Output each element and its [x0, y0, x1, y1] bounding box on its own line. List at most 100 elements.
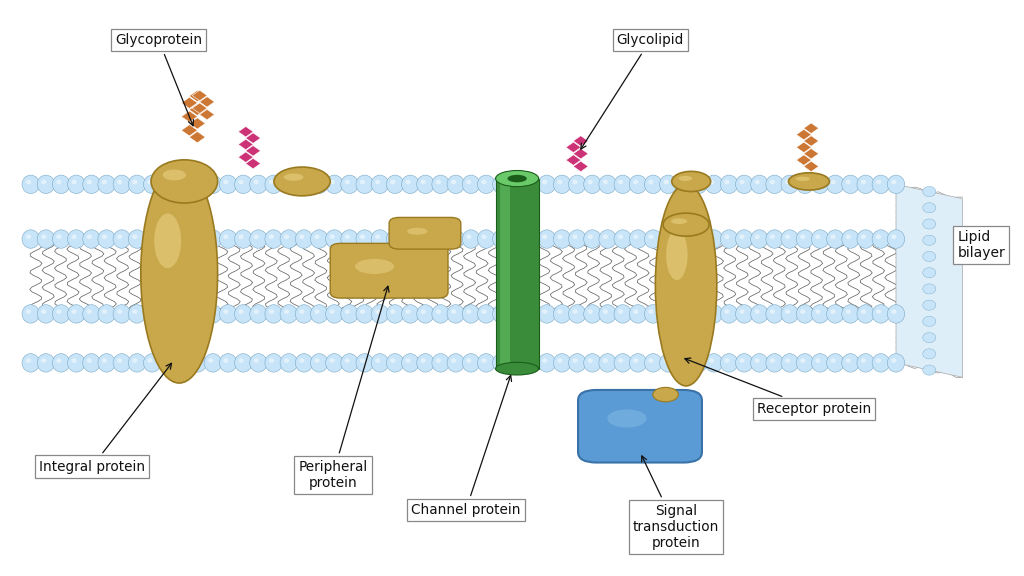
Ellipse shape [861, 309, 866, 314]
Ellipse shape [299, 234, 304, 239]
Ellipse shape [143, 175, 161, 194]
Ellipse shape [584, 354, 601, 372]
Ellipse shape [830, 358, 836, 363]
Ellipse shape [629, 354, 646, 372]
Text: Lipid
bilayer: Lipid bilayer [957, 230, 1006, 260]
Ellipse shape [877, 309, 882, 314]
Ellipse shape [269, 234, 274, 239]
Ellipse shape [694, 180, 699, 184]
Ellipse shape [629, 305, 646, 323]
Ellipse shape [877, 180, 882, 184]
Ellipse shape [359, 358, 366, 363]
Ellipse shape [539, 175, 556, 194]
Ellipse shape [330, 180, 335, 184]
Ellipse shape [846, 180, 851, 184]
Ellipse shape [755, 234, 760, 239]
Ellipse shape [857, 175, 874, 194]
Ellipse shape [113, 305, 130, 323]
Ellipse shape [159, 230, 176, 248]
Ellipse shape [436, 180, 441, 184]
Ellipse shape [117, 358, 122, 363]
Ellipse shape [466, 309, 471, 314]
Ellipse shape [326, 175, 343, 194]
Ellipse shape [872, 230, 890, 248]
Ellipse shape [755, 180, 760, 184]
Ellipse shape [432, 230, 450, 248]
Ellipse shape [159, 354, 176, 372]
Ellipse shape [644, 305, 662, 323]
Ellipse shape [493, 230, 510, 248]
Ellipse shape [132, 309, 137, 314]
Ellipse shape [265, 354, 283, 372]
Ellipse shape [508, 175, 525, 194]
Ellipse shape [462, 175, 479, 194]
Ellipse shape [41, 180, 46, 184]
Ellipse shape [26, 234, 31, 239]
Ellipse shape [208, 358, 213, 363]
Ellipse shape [345, 358, 350, 363]
Ellipse shape [406, 309, 411, 314]
Polygon shape [193, 90, 207, 101]
Ellipse shape [830, 234, 836, 239]
Ellipse shape [132, 180, 137, 184]
Ellipse shape [254, 309, 259, 314]
Ellipse shape [295, 305, 312, 323]
Ellipse shape [659, 175, 677, 194]
Ellipse shape [345, 180, 350, 184]
Ellipse shape [781, 175, 799, 194]
Ellipse shape [310, 305, 328, 323]
Ellipse shape [250, 175, 267, 194]
Ellipse shape [887, 175, 905, 194]
Ellipse shape [356, 305, 374, 323]
Ellipse shape [355, 259, 394, 274]
Ellipse shape [265, 230, 283, 248]
Ellipse shape [359, 180, 366, 184]
Ellipse shape [891, 180, 896, 184]
Ellipse shape [842, 305, 859, 323]
Ellipse shape [68, 175, 85, 194]
Ellipse shape [523, 175, 541, 194]
Ellipse shape [706, 305, 723, 323]
Ellipse shape [706, 354, 723, 372]
Ellipse shape [512, 309, 517, 314]
Ellipse shape [800, 234, 805, 239]
Polygon shape [193, 103, 207, 113]
Ellipse shape [314, 234, 319, 239]
Text: Peripheral
protein: Peripheral protein [298, 286, 389, 490]
Ellipse shape [539, 305, 556, 323]
Ellipse shape [497, 309, 502, 314]
Ellipse shape [163, 180, 168, 184]
Ellipse shape [599, 230, 616, 248]
Ellipse shape [68, 305, 85, 323]
Ellipse shape [659, 230, 677, 248]
Ellipse shape [41, 309, 46, 314]
Ellipse shape [826, 354, 844, 372]
Ellipse shape [250, 354, 267, 372]
Ellipse shape [629, 230, 646, 248]
Ellipse shape [811, 305, 828, 323]
Ellipse shape [371, 305, 388, 323]
Ellipse shape [508, 230, 525, 248]
Ellipse shape [659, 354, 677, 372]
Ellipse shape [572, 358, 578, 363]
Ellipse shape [223, 358, 228, 363]
Ellipse shape [664, 358, 669, 363]
Ellipse shape [797, 354, 814, 372]
Ellipse shape [785, 358, 791, 363]
Ellipse shape [811, 175, 828, 194]
Ellipse shape [633, 180, 638, 184]
Ellipse shape [496, 170, 539, 187]
Ellipse shape [751, 230, 768, 248]
Ellipse shape [447, 175, 465, 194]
Ellipse shape [447, 305, 465, 323]
Ellipse shape [265, 305, 283, 323]
Ellipse shape [98, 175, 116, 194]
Ellipse shape [421, 180, 426, 184]
Ellipse shape [671, 218, 687, 224]
Ellipse shape [447, 230, 465, 248]
Ellipse shape [223, 180, 228, 184]
Ellipse shape [356, 354, 374, 372]
Ellipse shape [735, 354, 753, 372]
Ellipse shape [56, 358, 61, 363]
Ellipse shape [497, 234, 502, 239]
